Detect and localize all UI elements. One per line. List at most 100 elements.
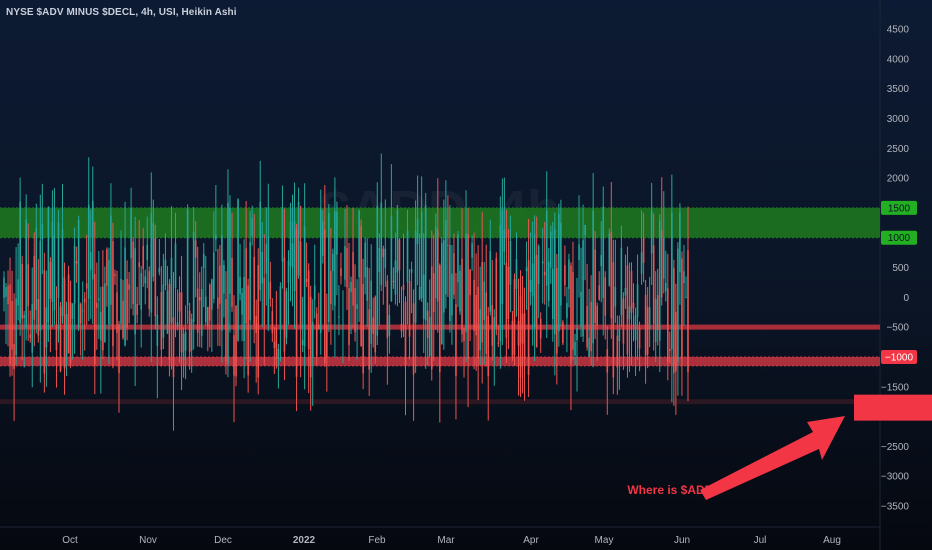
candle-body — [465, 233, 467, 333]
candle-body — [186, 209, 189, 306]
x-tick-label: Aug — [823, 535, 841, 546]
candle-body — [275, 327, 278, 360]
candle-body — [398, 239, 401, 271]
candle-body — [669, 349, 671, 352]
candle-body — [202, 253, 205, 269]
candle-body — [340, 268, 342, 276]
candle-body — [467, 234, 469, 360]
candle-body — [342, 324, 344, 326]
candle-body — [211, 279, 213, 310]
candle-body — [91, 200, 94, 280]
candle-body — [267, 236, 270, 325]
candle-body — [600, 254, 603, 267]
candle-body — [642, 238, 645, 263]
candle-body — [658, 220, 661, 341]
candle-body — [374, 296, 377, 353]
candle-body — [154, 238, 157, 317]
candle-body — [652, 245, 655, 324]
candle-body — [120, 278, 122, 325]
candle-body — [330, 271, 332, 304]
candle-body — [402, 285, 405, 290]
candle-body — [604, 277, 607, 316]
candle-body — [545, 210, 548, 286]
candle-body — [67, 274, 70, 354]
candle-body — [217, 297, 219, 309]
candle-body — [303, 226, 306, 347]
candle-body — [410, 269, 413, 273]
candle-body — [681, 258, 683, 359]
candle-body — [667, 288, 669, 362]
candle-body — [130, 208, 132, 259]
candle-body — [156, 314, 159, 346]
x-tick-label: Jun — [674, 535, 690, 546]
candle-body — [79, 304, 82, 324]
candle-body — [29, 334, 32, 338]
candle-body — [664, 282, 667, 292]
candle-body — [630, 270, 633, 313]
candle-body — [150, 212, 153, 313]
candle-body — [65, 314, 68, 361]
candle-body — [424, 205, 427, 321]
y-tick-label: 2500 — [887, 144, 910, 155]
candle-body — [269, 282, 272, 299]
candle-body — [362, 284, 364, 374]
candle-body — [572, 272, 574, 350]
candle-body — [198, 296, 201, 301]
candle-body — [55, 324, 58, 351]
candle-body — [618, 329, 621, 342]
candle-body — [463, 327, 465, 342]
candle-body — [180, 292, 183, 353]
candle-body — [515, 259, 518, 289]
candle-body — [566, 302, 568, 318]
candle-body — [261, 251, 264, 284]
axis-badge-label-2: −1000 — [885, 352, 914, 363]
candle-body — [144, 276, 147, 284]
candle-body — [549, 231, 552, 268]
candle-body — [578, 244, 580, 261]
candle-body — [376, 205, 379, 336]
candle-body — [420, 211, 423, 298]
candle-body — [7, 285, 9, 305]
candle-body — [108, 260, 110, 325]
candle-body — [675, 311, 677, 372]
candle-body — [196, 288, 199, 333]
candle-body — [11, 300, 13, 350]
candle-body — [110, 215, 112, 305]
candle-body — [124, 247, 126, 346]
candle-body — [507, 266, 510, 319]
candle-body — [313, 285, 316, 300]
candle-body — [321, 221, 324, 256]
candle-body — [118, 324, 120, 373]
candle-body — [564, 265, 566, 286]
candle-body — [519, 295, 522, 378]
candle-body — [610, 231, 613, 319]
candle-body — [475, 295, 477, 336]
candle-body — [590, 301, 592, 352]
candle-body — [483, 281, 485, 321]
y-tick-label: 3500 — [887, 84, 910, 95]
candle-body — [364, 242, 366, 278]
candle-body — [311, 322, 314, 358]
candle-body — [100, 311, 102, 341]
chart-title: NYSE $ADV MINUS $DECL, 4h, USI, Heikin A… — [6, 7, 237, 18]
candle-body — [485, 292, 488, 354]
candle-body — [219, 265, 221, 304]
candle-body — [392, 280, 395, 282]
candle-body — [509, 241, 512, 285]
candle-body — [596, 306, 598, 326]
candle-body — [436, 229, 439, 302]
candle-body — [558, 213, 560, 332]
candle-body — [404, 301, 407, 366]
candle-body — [249, 242, 251, 321]
candle-body — [106, 249, 108, 286]
candle-body — [650, 210, 653, 254]
candle-body — [301, 339, 304, 345]
candle-body — [116, 292, 118, 333]
candle-body — [449, 244, 451, 321]
candle-body — [614, 287, 617, 307]
candle-body — [426, 310, 429, 339]
candle-body — [445, 220, 447, 295]
candle-body — [622, 298, 625, 344]
candle-body — [102, 286, 104, 351]
